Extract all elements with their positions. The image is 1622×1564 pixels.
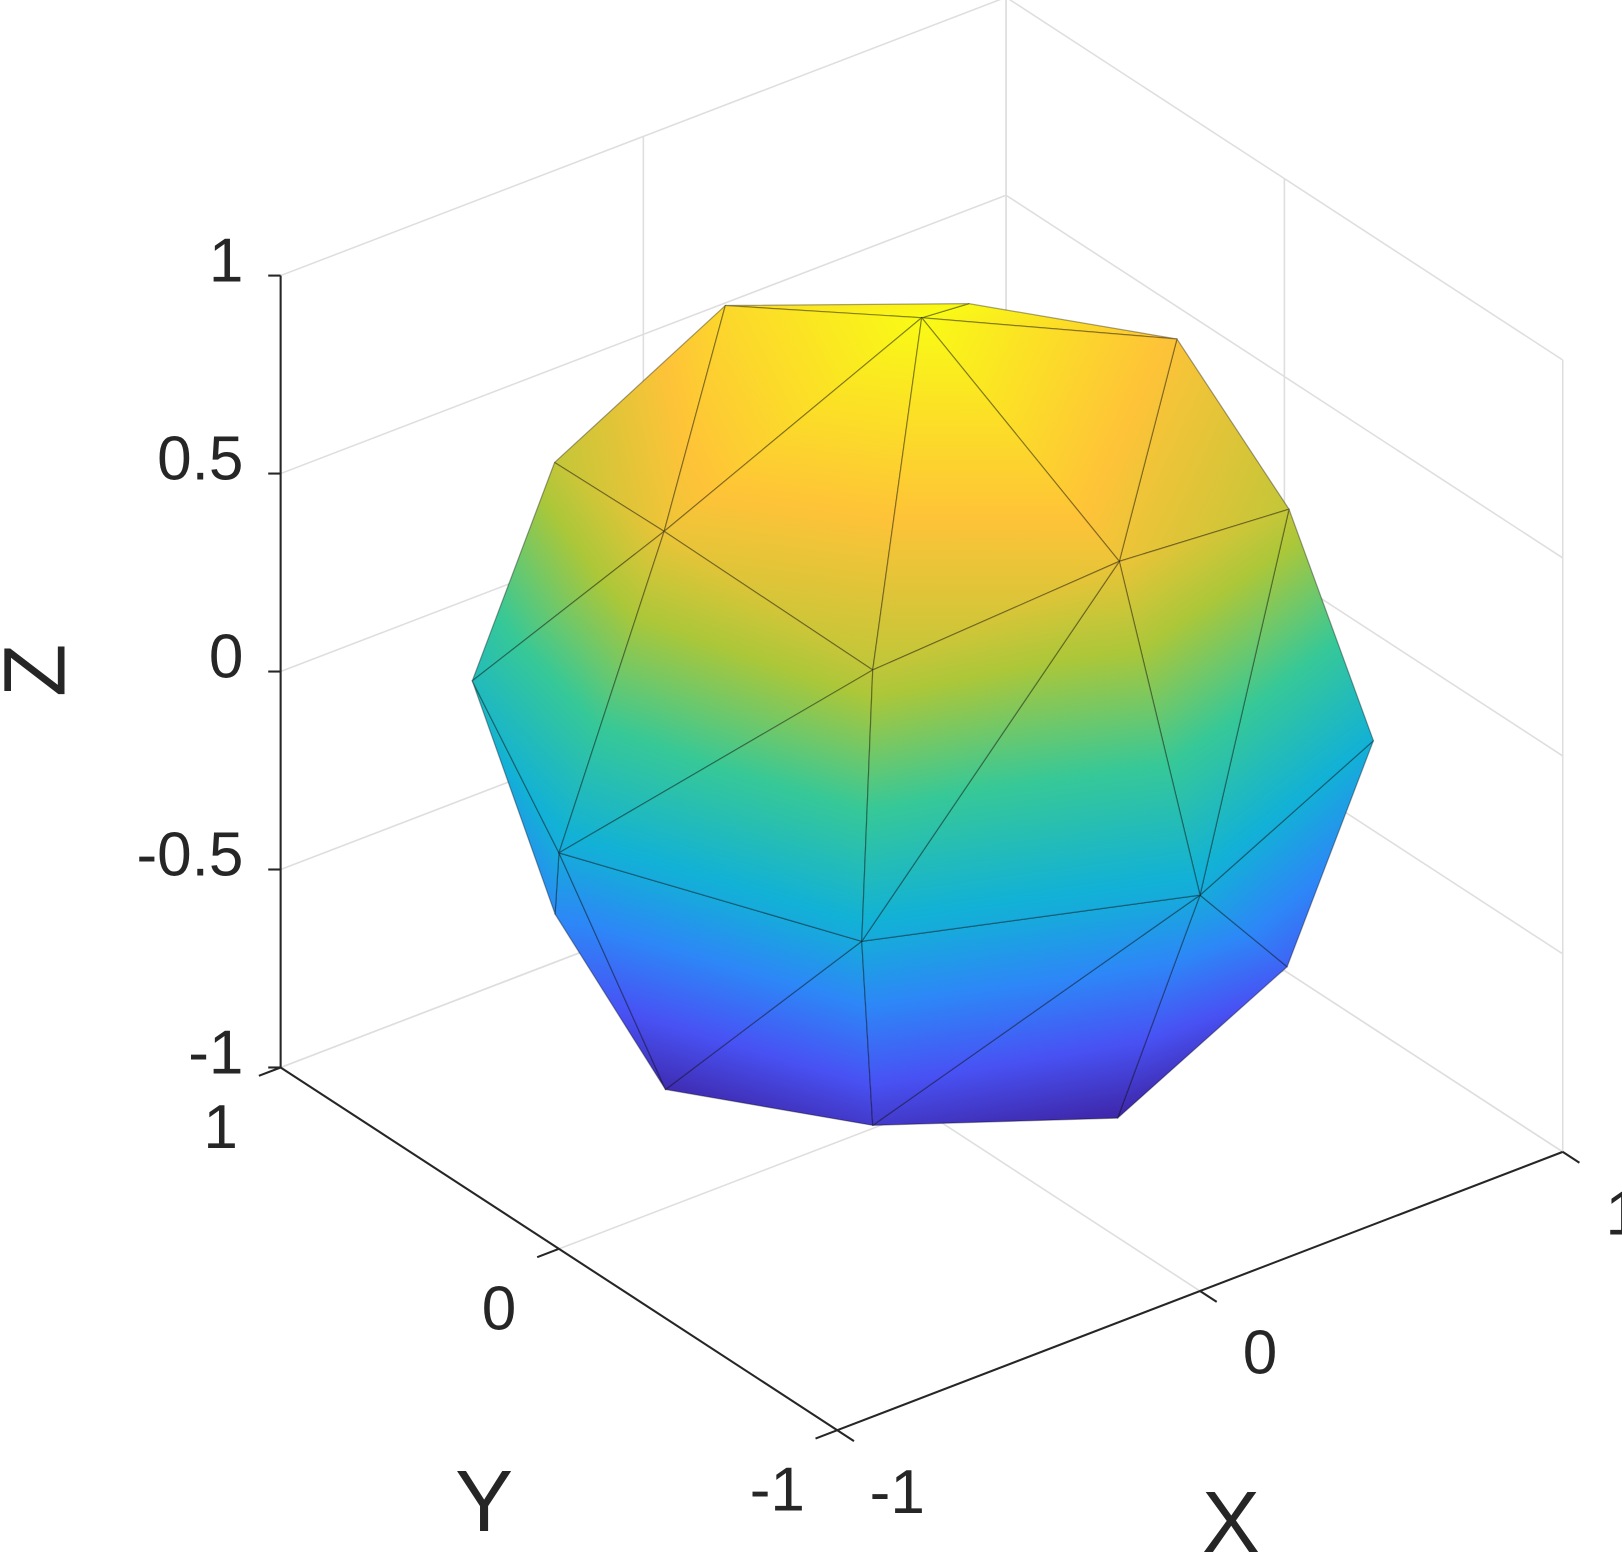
x-axis-label: X [1202, 1474, 1260, 1564]
z-tick-label: -0.5 [136, 821, 243, 890]
surface-face [558, 530, 874, 854]
grid-line [280, 0, 1002, 277]
grid-line [280, 194, 1007, 475]
y-tick [815, 1429, 838, 1440]
surface-face [1199, 508, 1375, 896]
x-tick-label: 1 [1605, 1179, 1622, 1248]
surface-face [861, 560, 1120, 942]
surface [471, 303, 1375, 1126]
surface-face [471, 461, 665, 682]
x-tick-label: 0 [1243, 1319, 1278, 1388]
y-tick-label: 1 [203, 1093, 238, 1162]
grid-line [1008, 0, 1564, 361]
y-tick-label: 0 [482, 1274, 517, 1343]
grid-line [1005, 194, 1564, 559]
x-tick [1199, 1290, 1218, 1303]
axes: -1-0.500.51-101-101 [136, 227, 1622, 1527]
z-tick-label: -1 [188, 1019, 243, 1088]
surface-face [872, 317, 1120, 671]
surface-face [921, 317, 1178, 562]
y-tick-label: -1 [750, 1456, 805, 1525]
y-axis-label: Y [455, 1453, 513, 1550]
surface-face [861, 894, 1201, 1126]
x-tick [1562, 1151, 1580, 1164]
z-tick-label: 1 [209, 227, 244, 296]
y-tick [258, 1066, 282, 1077]
surface-face [471, 680, 560, 915]
surface-face [663, 304, 923, 533]
surface-face [1118, 338, 1290, 562]
z-tick-label: 0.5 [157, 425, 243, 494]
x-tick-label: -1 [870, 1458, 925, 1527]
x-tick [836, 1429, 855, 1442]
z-tick-label: 0 [209, 623, 244, 692]
z-axis-label: Z [0, 644, 83, 697]
y-tick [536, 1247, 560, 1259]
surface-face [1118, 508, 1290, 896]
